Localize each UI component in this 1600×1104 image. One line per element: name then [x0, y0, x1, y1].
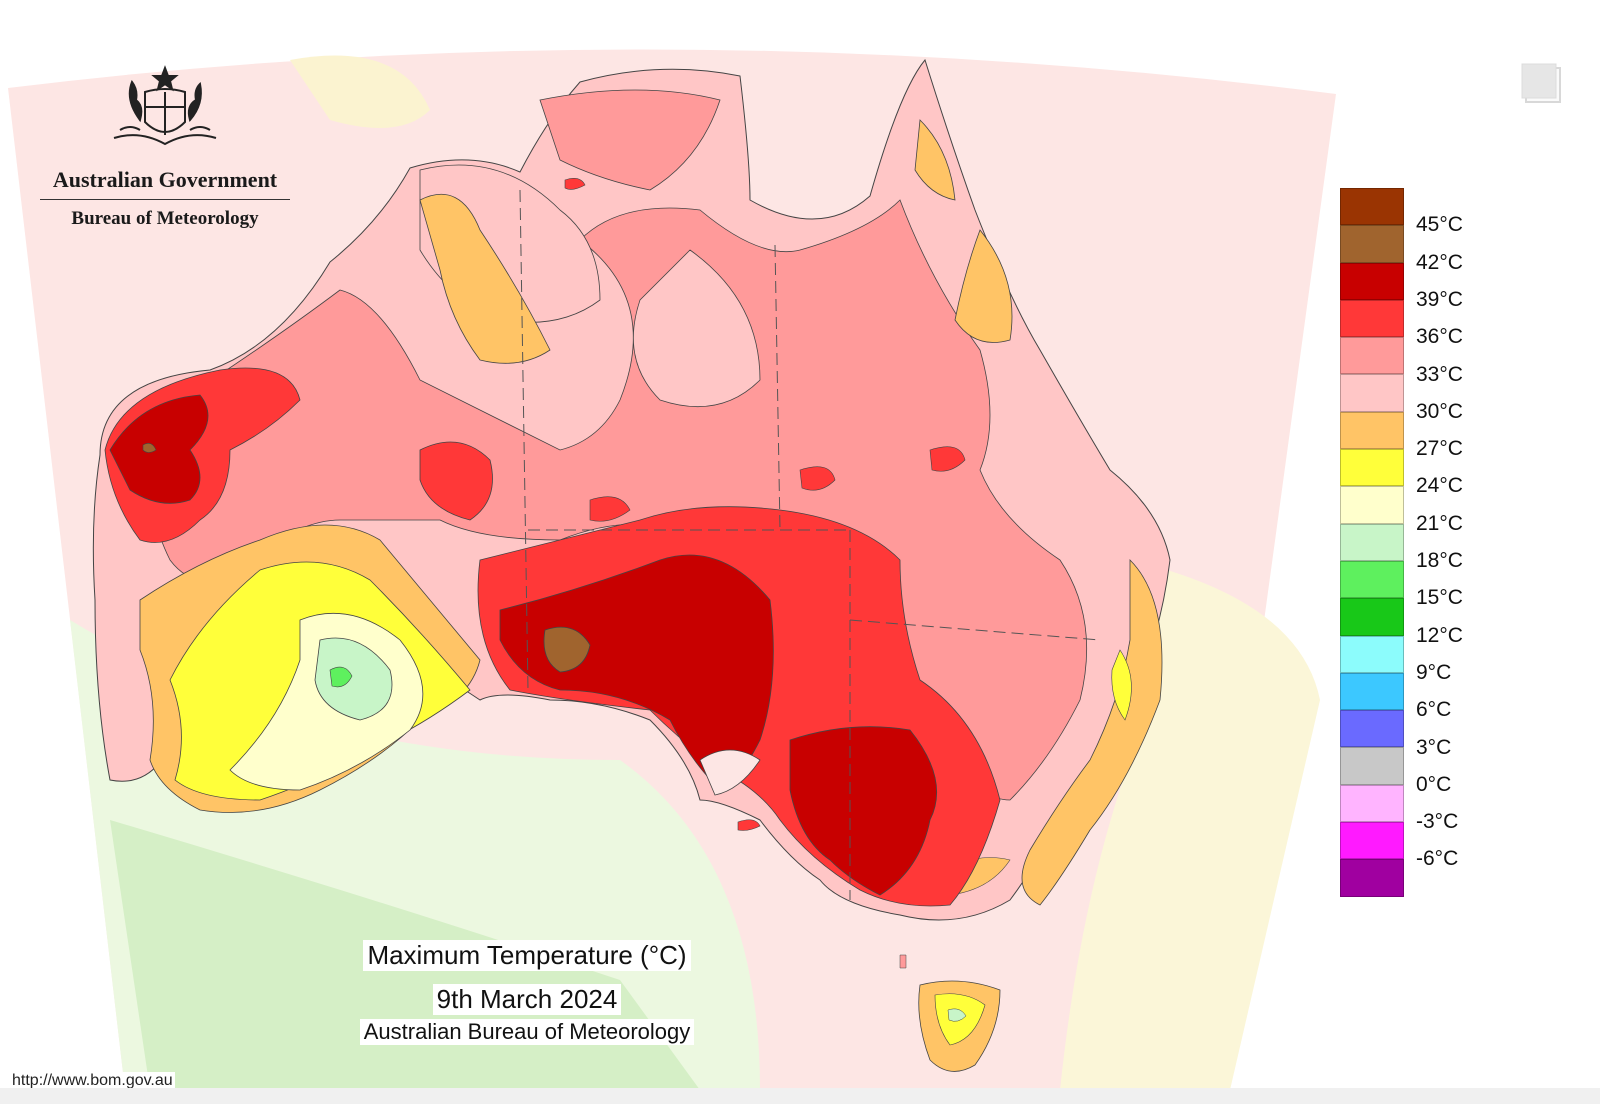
legend-label: 6°C	[1416, 698, 1452, 722]
legend-label: 12°C	[1416, 623, 1463, 647]
legend-label: 27°C	[1416, 437, 1463, 461]
legend-label: -6°C	[1416, 847, 1459, 871]
legend-swatch	[1340, 225, 1404, 263]
map-org-wrap: Australian Bureau of Meteorology	[352, 1019, 702, 1045]
legend-label: 9°C	[1416, 660, 1452, 684]
legend-label: 36°C	[1416, 325, 1463, 349]
bom-logo: Australian Government Bureau of Meteorol…	[40, 60, 290, 230]
temperature-legend	[1340, 188, 1406, 897]
legend-swatch	[1340, 747, 1404, 785]
legend-swatch	[1340, 188, 1404, 226]
legend-swatch	[1340, 859, 1404, 897]
map-org: Australian Bureau of Meteorology	[359, 1019, 695, 1045]
legend-swatch	[1340, 523, 1404, 561]
source-url: http://www.bom.gov.au	[10, 1072, 175, 1090]
bottom-bar	[0, 1088, 1600, 1104]
logo-line2: Bureau of Meteorology	[71, 208, 259, 229]
legend-swatch	[1340, 449, 1404, 487]
legend-label: 45°C	[1416, 213, 1463, 237]
legend-label: -3°C	[1416, 810, 1459, 834]
legend-label: 42°C	[1416, 250, 1463, 274]
legend-swatch	[1340, 560, 1404, 599]
map-date-wrap: 9th March 2024	[352, 984, 702, 1015]
legend-swatch	[1340, 411, 1404, 450]
legend-label: 24°C	[1416, 474, 1463, 498]
expand-icon[interactable]	[1520, 62, 1564, 106]
legend-label: 33°C	[1416, 362, 1463, 386]
legend-label: 3°C	[1416, 735, 1452, 759]
map-date: 9th March 2024	[432, 984, 622, 1015]
legend-swatch	[1340, 822, 1404, 860]
legend-swatch	[1340, 784, 1404, 823]
legend-label: 39°C	[1416, 287, 1463, 311]
legend-swatch	[1340, 710, 1404, 748]
legend-label: 18°C	[1416, 549, 1463, 572]
legend-swatch	[1340, 598, 1404, 636]
map-title: Maximum Temperature (°C)	[363, 940, 691, 971]
legend-swatch	[1340, 337, 1404, 375]
legend-label: 0°C	[1416, 772, 1452, 796]
legend-swatch	[1340, 672, 1404, 711]
zone-39-wa	[109, 394, 209, 504]
logo-line1: Australian Government	[40, 167, 290, 200]
map-title-wrap: Maximum Temperature (°C)	[352, 940, 702, 971]
ocean-north-band	[290, 55, 430, 128]
ocean-east-band	[1060, 560, 1320, 1090]
legend-swatch	[1340, 486, 1404, 524]
legend-label: 15°C	[1416, 586, 1463, 610]
legend-swatch	[1340, 262, 1404, 300]
state-borders	[519, 189, 1101, 900]
legend-label: 30°C	[1416, 399, 1463, 423]
legend-label: 21°C	[1416, 511, 1463, 535]
legend-swatch	[1340, 299, 1404, 338]
legend-swatch	[1340, 635, 1404, 673]
coat-of-arms-icon	[113, 65, 217, 146]
legend-swatch	[1340, 374, 1404, 412]
